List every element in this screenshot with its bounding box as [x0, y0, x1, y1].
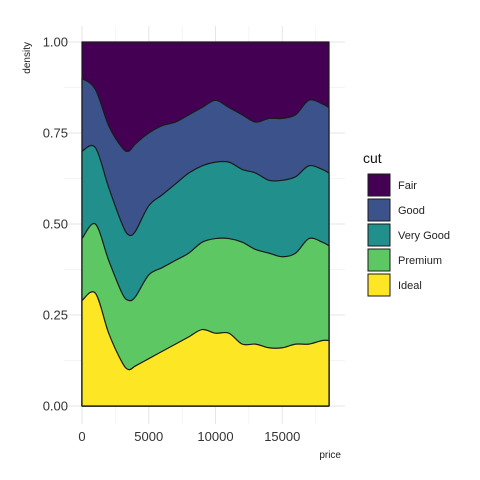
legend-title: cut	[363, 150, 382, 166]
legend-swatch-fair	[367, 173, 391, 197]
x-axis-label: price	[319, 450, 341, 461]
legend-label: Premium	[398, 255, 442, 267]
x-tick-label: 0	[78, 429, 85, 444]
x-tick-label: 15000	[264, 429, 300, 444]
area-ideal	[81, 291, 330, 407]
x-tick-label: 5000	[134, 429, 163, 444]
legend-items: Fair Good Very Good Premium Ideal	[367, 173, 450, 297]
legend-swatch-very-good	[367, 223, 391, 247]
legend-swatch-premium	[367, 248, 391, 272]
legend-label: Good	[398, 205, 425, 217]
y-tick-label: 1.00	[43, 35, 68, 50]
y-axis-ticks: 0.00 0.25 0.50 0.75 1.00	[43, 35, 68, 414]
legend: cut Fair Good Very Good Premium Ideal	[363, 150, 450, 297]
y-tick-label: 0.75	[43, 126, 68, 141]
legend-label: Very Good	[398, 230, 450, 242]
legend-swatch-good	[367, 198, 391, 222]
x-tick-label: 10000	[197, 429, 233, 444]
y-tick-label: 0.00	[43, 399, 68, 414]
y-axis-label: density	[22, 42, 33, 74]
legend-label: Ideal	[398, 280, 422, 292]
y-tick-label: 0.50	[43, 217, 68, 232]
legend-label: Fair	[398, 180, 417, 192]
x-axis-ticks: 0 5000 10000 15000	[78, 429, 300, 444]
legend-swatch-ideal	[367, 273, 391, 297]
y-tick-label: 0.25	[43, 308, 68, 323]
area-layer	[81, 41, 330, 407]
